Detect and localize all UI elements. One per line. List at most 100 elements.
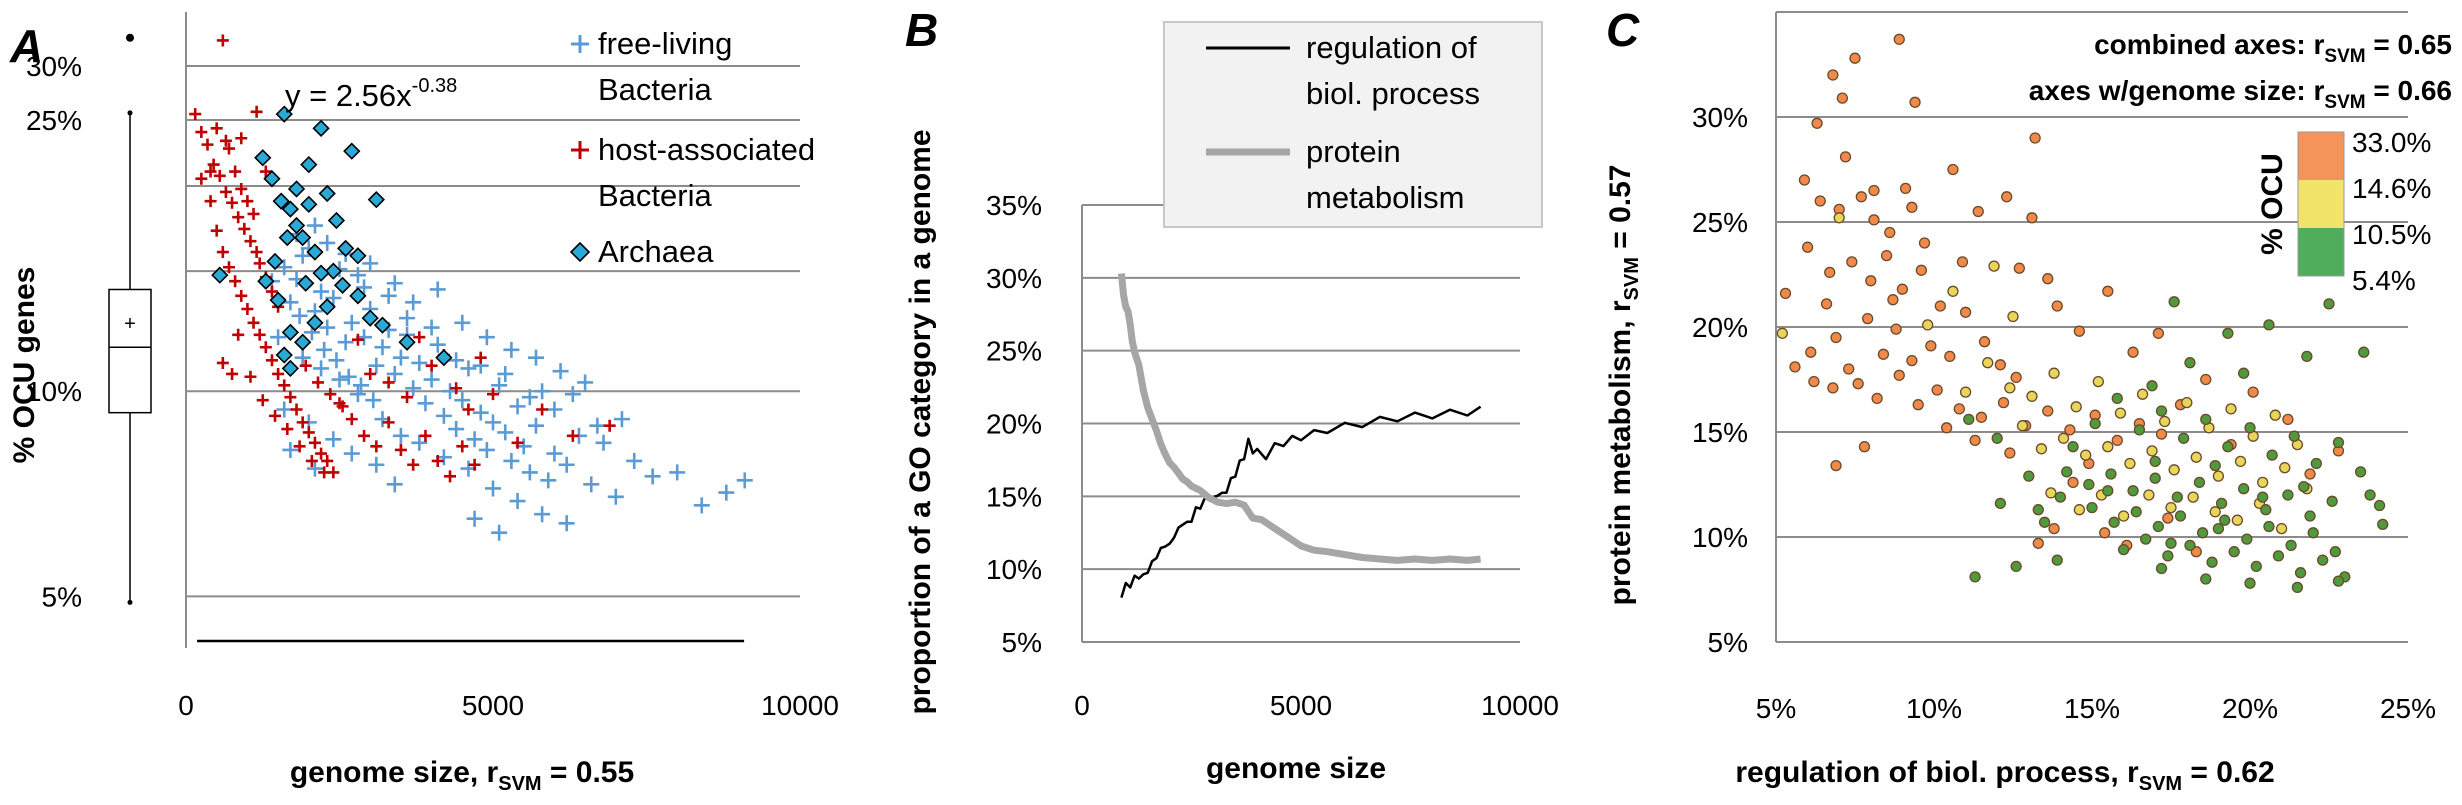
panel-c-x-tick-label: 10% (1906, 693, 1962, 724)
panel-a-point (232, 211, 245, 224)
panel-c-x-tick-label: 20% (2222, 693, 2278, 724)
panel-c-point (2298, 480, 2310, 493)
panel-a-point (448, 421, 465, 438)
panel-a-point (265, 354, 278, 367)
panel-a-point (281, 200, 300, 218)
panel-c-point (2168, 464, 2180, 476)
panel-c-point (2007, 310, 2019, 323)
panel-c-point (2310, 457, 2323, 470)
panel-c-point (1798, 174, 1811, 186)
panel-a-point (235, 289, 248, 302)
panel-a-point (219, 134, 232, 147)
panel-c-point (1893, 369, 1905, 381)
panel-a-point (263, 170, 281, 188)
panel-c-point (1899, 182, 1912, 195)
panel-b-gridlines (1081, 204, 1520, 643)
panel-a-point (241, 195, 254, 208)
panel-c-point (1953, 403, 1965, 415)
panel-c-colorbar-title: % OCU (2256, 153, 2289, 255)
panel-a-point (368, 456, 385, 473)
panel-c-point (2001, 191, 2013, 203)
panel-c-point (1827, 382, 1839, 394)
panel-c-point (2038, 516, 2051, 528)
panel-c-point (2329, 546, 2341, 558)
panel-c-point (2073, 504, 2086, 516)
panel-a-point (226, 367, 239, 380)
panel-a-point (306, 217, 323, 234)
panel-c-point (2190, 451, 2202, 463)
panel-a-point (229, 165, 242, 178)
panel-a-point (368, 357, 385, 374)
panel-c-point (2184, 357, 2196, 369)
panel-c-point (2004, 382, 2016, 394)
panel-c-x-tick-label: 25% (2380, 693, 2436, 724)
panel-c-point (2023, 470, 2035, 482)
panel-c-point (2244, 577, 2256, 589)
panel-c-point (2228, 546, 2240, 558)
panel-c-colorbar-segment (2298, 228, 2344, 276)
panel-a-point (417, 395, 434, 412)
panel-a-point (278, 228, 296, 247)
panel-c-point (1931, 384, 1943, 396)
panel-c-colorbar-segment (2298, 132, 2344, 180)
panel-b-y-tick-label: 20% (986, 409, 1042, 440)
panel-c-point (2222, 441, 2234, 453)
panel-a-point (331, 371, 348, 388)
panel-c-point (2086, 501, 2098, 514)
panel-a-point (235, 182, 248, 195)
panel-a-point (349, 287, 367, 305)
panel-a-point (478, 329, 495, 346)
panel-a-point (281, 323, 300, 341)
panel-a-point (210, 122, 223, 135)
panel-c-point (2301, 350, 2313, 363)
panel-a-point (281, 423, 294, 436)
panel-c-point (2162, 512, 2174, 524)
panel-c-point (1906, 354, 1918, 367)
panel-c-point (2140, 533, 2152, 545)
panel-a-point (394, 443, 407, 456)
panel-c-point (1824, 266, 1836, 279)
panel-a-point (534, 383, 551, 400)
panel-a-point (306, 243, 324, 261)
panel-c-point (2260, 504, 2272, 516)
panel-c-point (2117, 510, 2130, 522)
panel-a-point (454, 314, 471, 331)
panel-a-point (318, 298, 336, 316)
panel-c-y-tick-label: 25% (1692, 207, 1748, 238)
panel-a-point (250, 105, 263, 118)
panel-a-legend-label-line2: Bacteria (598, 178, 712, 213)
panel-c-point (1852, 378, 1864, 390)
panel-c-point (1972, 205, 1984, 218)
panel-a-point (472, 404, 489, 421)
panel-a-point (302, 426, 315, 439)
panel-c-y-tick-label: 5% (1708, 627, 1748, 658)
panel-c-point (2238, 367, 2250, 379)
panel-c-point (2061, 466, 2073, 478)
panel-c-point (1956, 256, 1969, 268)
panel-b-label: B (905, 4, 938, 56)
panel-c-point (2155, 428, 2168, 440)
panel-a-point (527, 417, 544, 434)
panel-c-point (1880, 249, 1893, 262)
panel-a-point (349, 247, 367, 265)
panel-a-y-tick-label: 25% (26, 105, 82, 136)
panel-c-point (1969, 571, 1981, 583)
panel-a-point (386, 275, 403, 292)
panel-c-point (2304, 510, 2316, 522)
panel-c-point (1877, 348, 1890, 360)
panel-c-point (1868, 184, 1880, 197)
panel-a-point (211, 266, 229, 284)
panel-c-point (2222, 327, 2234, 339)
panel-c-point (1893, 33, 1905, 45)
panel-c-point (1925, 340, 1937, 352)
panel-c-point (2102, 285, 2114, 297)
panel-a-point (373, 316, 392, 334)
panel-a-point (534, 506, 551, 523)
panel-c-point (2032, 504, 2044, 516)
panel-a-point (266, 252, 284, 271)
panel-a-point (226, 196, 239, 209)
panel-a-point (429, 281, 446, 298)
panel-c-point (1820, 298, 1833, 310)
panel-c-point (1918, 237, 1931, 249)
panel-c-point (1865, 275, 1877, 287)
